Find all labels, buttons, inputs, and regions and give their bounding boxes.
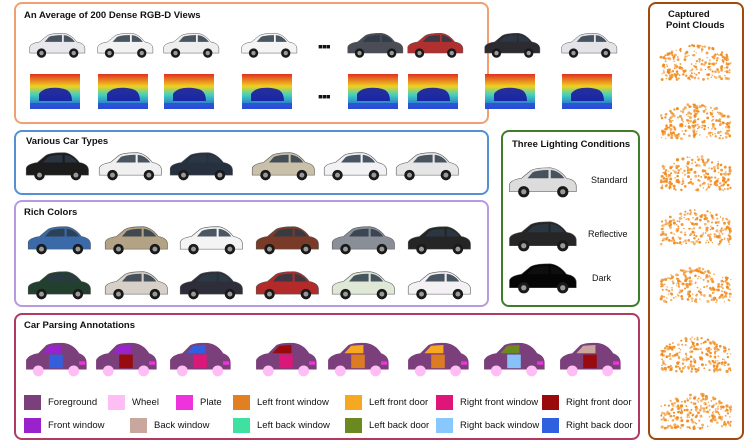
legend-swatch — [436, 395, 453, 410]
legend-swatch — [130, 418, 147, 433]
legend-label: Left back door — [369, 420, 430, 431]
legend-swatch — [108, 395, 125, 410]
legend-swatch — [24, 395, 41, 410]
legend-swatch — [345, 395, 362, 410]
lighting-car-image — [505, 259, 580, 297]
color-car-image — [252, 220, 322, 260]
ellipsis-depth: ▪▪▪ — [318, 88, 331, 104]
legend-label: Right front window — [460, 397, 539, 408]
car-type-image — [166, 146, 236, 186]
lighting-label-standard: Standard — [591, 175, 628, 185]
parsing-car-image — [556, 338, 624, 382]
rgb-view-image — [481, 24, 543, 66]
legend-label: Right back door — [566, 420, 633, 431]
legend-label: Back window — [154, 420, 210, 431]
legend-swatch — [24, 418, 41, 433]
color-car-image — [176, 220, 246, 260]
car-type-image — [95, 146, 165, 186]
parsing-title: Car Parsing Annotations — [24, 320, 136, 331]
depth-map-image — [562, 73, 612, 110]
car-type-image — [248, 146, 318, 186]
legend-label: Front window — [48, 420, 105, 431]
depth-map-image — [485, 73, 535, 110]
rgb-view-image — [26, 24, 88, 66]
color-car-image — [328, 265, 398, 305]
legend-label: Left back window — [257, 420, 330, 431]
legend-swatch — [542, 418, 559, 433]
point-cloud-image — [652, 97, 740, 147]
color-car-image — [404, 220, 474, 260]
legend-swatch — [436, 418, 453, 433]
parsing-car-image — [92, 338, 160, 382]
parsing-car-image — [404, 338, 472, 382]
legend-swatch — [233, 418, 250, 433]
point-cloud-panel — [648, 2, 744, 440]
rgb-view-image — [558, 24, 620, 66]
legend-swatch — [176, 395, 193, 410]
legend-label: Right front door — [566, 397, 632, 408]
legend-label: Foreground — [48, 397, 98, 408]
depth-map-image — [242, 73, 292, 110]
depth-map-image — [164, 73, 214, 110]
rgb-view-image — [344, 24, 406, 66]
rgb-view-image — [160, 24, 222, 66]
rgbd-panel — [14, 2, 489, 124]
legend-swatch — [542, 395, 559, 410]
car-types-title: Various Car Types — [26, 136, 109, 147]
legend-label: Wheel — [132, 397, 159, 408]
rgb-view-image — [404, 24, 466, 66]
point-cloud-image — [652, 387, 740, 437]
point-cloud-image — [652, 38, 740, 88]
color-car-image — [101, 265, 171, 305]
lighting-label-dark: Dark — [592, 273, 612, 283]
depth-map-image — [348, 73, 398, 110]
parsing-car-image — [166, 338, 234, 382]
color-car-image — [24, 265, 94, 305]
color-car-image — [404, 265, 474, 305]
depth-map-image — [408, 73, 458, 110]
lighting-label-reflective: Reflective — [588, 229, 628, 239]
parsing-panel — [14, 313, 640, 440]
legend-label: Plate — [200, 397, 222, 408]
point-cloud-image — [652, 149, 740, 199]
rich-colors-title: Rich Colors — [24, 207, 78, 218]
car-type-image — [22, 146, 92, 186]
car-types-panel — [14, 130, 489, 195]
point-cloud-title-line2: Point Clouds — [666, 20, 725, 31]
color-car-image — [24, 220, 94, 260]
depth-map-image — [30, 73, 80, 110]
car-type-image — [320, 146, 390, 186]
legend-swatch — [233, 395, 250, 410]
parsing-car-image — [252, 338, 320, 382]
lighting-car-image — [505, 163, 580, 201]
legend-label: Right back window — [460, 420, 540, 431]
rgb-view-image — [94, 24, 156, 66]
parsing-car-image — [22, 338, 90, 382]
rich-colors-panel — [14, 200, 489, 307]
legend-swatch — [345, 418, 362, 433]
legend-label: Left front door — [369, 397, 429, 408]
car-type-image — [392, 146, 462, 186]
lighting-car-image — [505, 217, 580, 255]
rgb-view-image — [238, 24, 300, 66]
depth-map-image — [98, 73, 148, 110]
point-cloud-image — [652, 330, 740, 380]
color-car-image — [101, 220, 171, 260]
ellipsis-rgb: ▪▪▪ — [318, 38, 331, 54]
parsing-car-image — [480, 338, 548, 382]
legend-label: Left front window — [257, 397, 329, 408]
point-cloud-title-line1: Captured — [668, 9, 710, 20]
parsing-car-image — [324, 338, 392, 382]
color-car-image — [328, 220, 398, 260]
lighting-title: Three Lighting Conditions — [512, 139, 631, 150]
rgbd-panel-title: An Average of 200 Dense RGB-D Views — [24, 10, 201, 21]
point-cloud-image — [652, 203, 740, 253]
color-car-image — [176, 265, 246, 305]
point-cloud-image — [652, 261, 740, 311]
lighting-panel — [501, 130, 640, 307]
color-car-image — [252, 265, 322, 305]
